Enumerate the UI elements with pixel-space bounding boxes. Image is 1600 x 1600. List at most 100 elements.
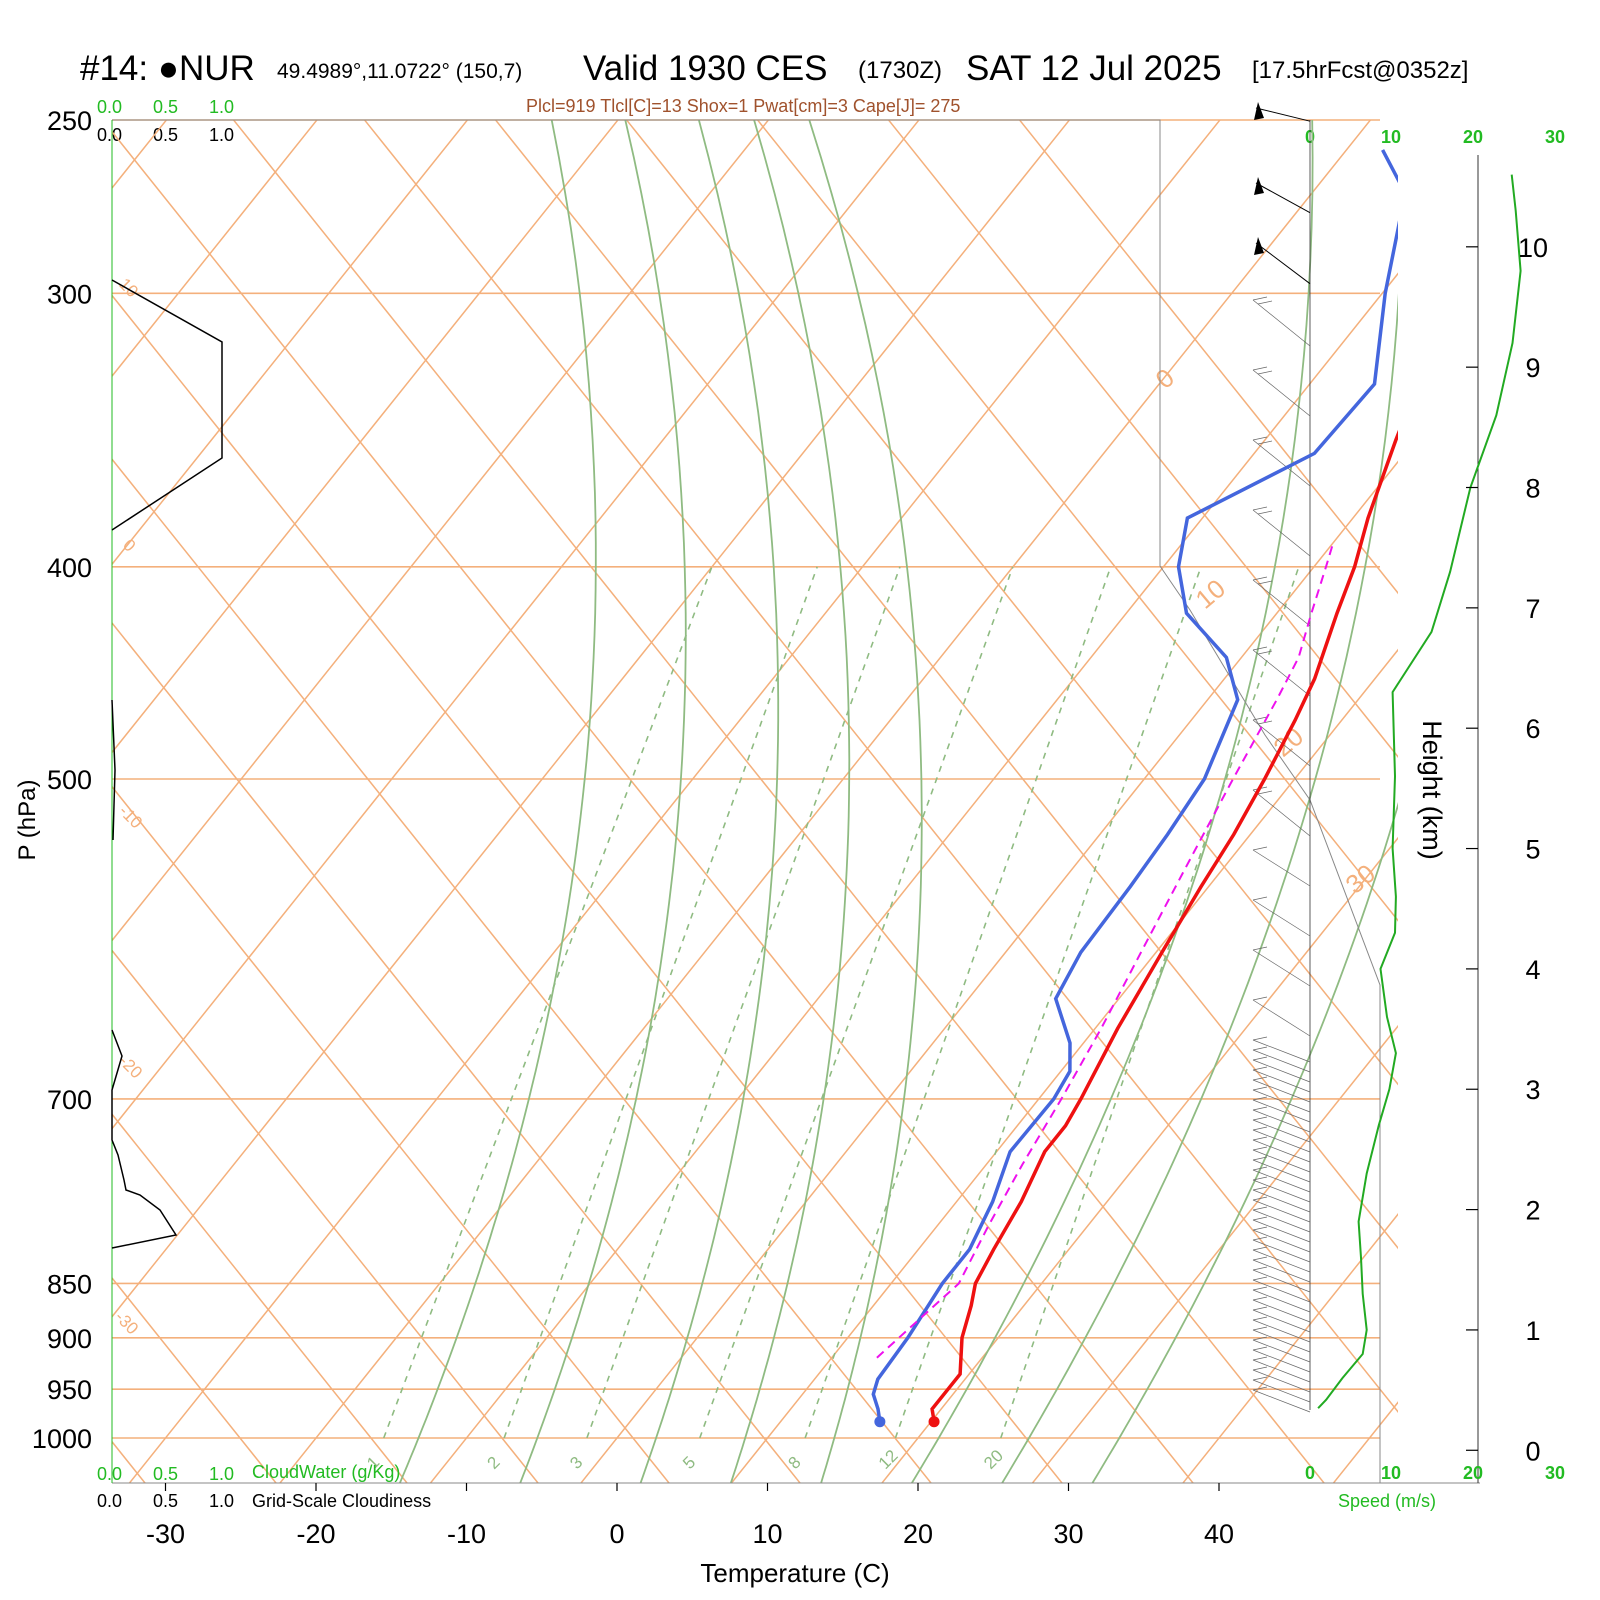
wind-barb <box>1252 1209 1311 1233</box>
sounding-profiles <box>871 149 1398 1428</box>
wind-speed-profile <box>1317 174 1522 1409</box>
wind-barb <box>1252 1149 1311 1173</box>
wind-barb <box>1255 242 1311 285</box>
isentrope-line <box>0 0 14 1483</box>
height-tick-label: 4 <box>1525 955 1540 985</box>
temperature-surface-point <box>928 1416 940 1428</box>
wind-barb-tick <box>1252 1106 1268 1111</box>
height-tick-label: 0 <box>1525 1436 1540 1466</box>
temperature-tick-label: 40 <box>1204 1519 1234 1549</box>
moist-adiabat-line <box>1001 293 1398 1483</box>
isentrope-line <box>112 1440 146 1483</box>
isotherm-line <box>429 272 1398 1483</box>
mixing-ratio-label: 2 <box>484 1453 504 1473</box>
height-tick-label: 2 <box>1525 1196 1540 1226</box>
wind-barb-tick <box>1252 1186 1268 1191</box>
zulu-time: (1730Z) <box>858 57 942 84</box>
wind-barb <box>1252 1069 1311 1093</box>
wind-barb-tick <box>1257 720 1273 725</box>
wind-barb <box>1252 509 1311 557</box>
isobar-lines <box>112 119 1380 1439</box>
isotherm-line <box>1332 1401 1398 1483</box>
wind-barb <box>1252 649 1311 697</box>
pressure-tick-label: 950 <box>47 1375 92 1405</box>
moist-adiabat-line <box>729 120 851 1483</box>
wind-barb-tick <box>1252 1236 1268 1241</box>
moist-adiabat-line <box>1091 802 1398 1483</box>
wind-barb <box>1252 1379 1311 1403</box>
pressure-tick-label: 300 <box>47 279 92 309</box>
cloudiness-profile <box>111 279 223 1249</box>
wind-barb <box>1252 1049 1311 1073</box>
wind-barb-tick <box>1252 506 1268 511</box>
isotherm-label: 20 <box>1268 721 1309 763</box>
wind-barb <box>1252 1109 1311 1133</box>
isotherm-label: -10 <box>115 801 146 832</box>
wind-barb <box>1252 1319 1311 1343</box>
wind-barb <box>1252 1159 1311 1183</box>
height-tick-label: 7 <box>1525 594 1540 624</box>
cloudiness-tick: 0.0 <box>97 1491 122 1511</box>
wind-barb-tick <box>1257 510 1273 515</box>
wind-barb <box>1252 1129 1311 1153</box>
wind-barb-tick <box>1252 646 1268 651</box>
mixing-ratio-label: 3 <box>566 1453 586 1473</box>
height-tick-label: 10 <box>1518 233 1548 263</box>
pressure-tick-label: 500 <box>47 765 92 795</box>
isentrope-line <box>112 785 670 1483</box>
cloudwater-tick: 1.0 <box>209 97 234 117</box>
height-tick-label: 1 <box>1525 1316 1540 1346</box>
wind-barb <box>1252 1249 1311 1273</box>
wind-barb <box>1252 1339 1311 1363</box>
wind-barb-tick <box>1252 1056 1268 1061</box>
wind-barb <box>1252 1119 1311 1143</box>
isentrope-line <box>112 294 1063 1483</box>
wind-barb <box>1252 1139 1311 1163</box>
pressure-tick-label: 900 <box>47 1324 92 1354</box>
mixing-ratio-line <box>699 566 1014 1439</box>
bottom-cloudiness-scale: 0.0 0.5 1.0 Grid-Scale Cloudiness <box>97 1491 431 1511</box>
wind-barb <box>1252 1189 1311 1213</box>
wind-barb-tick <box>1257 300 1273 305</box>
isentrope-line <box>494 120 1398 1250</box>
wind-barb <box>1252 849 1311 887</box>
isentrope-line <box>756 120 1398 922</box>
isotherm-line <box>1483 81 1600 1484</box>
wind-barb-tick <box>1252 1086 1268 1091</box>
wind-barb-tick <box>1252 1136 1268 1141</box>
valid-date: SAT 12 Jul 2025 <box>966 49 1222 88</box>
wind-barb-tick <box>1252 846 1268 851</box>
wind-barb-tick <box>1252 1116 1268 1121</box>
wind-barb <box>1252 1199 1311 1223</box>
moist-adiabat-line <box>519 120 687 1483</box>
isentrope-line <box>112 458 932 1483</box>
mixing-ratio-label: 20 <box>980 1446 1007 1473</box>
isotherm-line <box>1031 1024 1398 1483</box>
valid-time: Valid 1930 CES <box>583 49 828 88</box>
wind-barb-tick <box>1252 1266 1268 1271</box>
wind-barb-tick <box>1252 1376 1268 1381</box>
bottom-speed-scale: 0 10 20 30 <box>1305 1463 1565 1483</box>
wind-barb-tick <box>1252 996 1268 1001</box>
wind-speed-line <box>1317 174 1522 1409</box>
isotherm-line <box>580 460 1398 1483</box>
wind-barb-tick <box>1252 1196 1268 1201</box>
isotherm-line <box>112 120 920 1130</box>
temperature-tick-label: 30 <box>1053 1519 1083 1549</box>
wind-barb <box>1252 1369 1311 1393</box>
wind-barb-tick <box>1252 576 1268 581</box>
isentrope-line <box>1018 120 1398 595</box>
wind-barb-tick <box>1257 580 1273 585</box>
height-tick-label: 8 <box>1525 474 1540 504</box>
isotherm-line <box>112 120 619 754</box>
height-axis-title: Height (km) <box>1417 720 1447 860</box>
isentrope-line <box>112 621 801 1483</box>
wind-barb <box>1252 999 1311 1037</box>
height-tick-label: 6 <box>1525 714 1540 744</box>
temperature-tick-label: 0 <box>609 1519 624 1549</box>
cloudwater-tick: 0.5 <box>153 1464 178 1484</box>
top-speed-scale: 0 10 20 30 <box>1305 127 1565 147</box>
cloudiness-tick: 0.5 <box>153 125 178 145</box>
isotherm-label: 10 <box>115 274 142 301</box>
